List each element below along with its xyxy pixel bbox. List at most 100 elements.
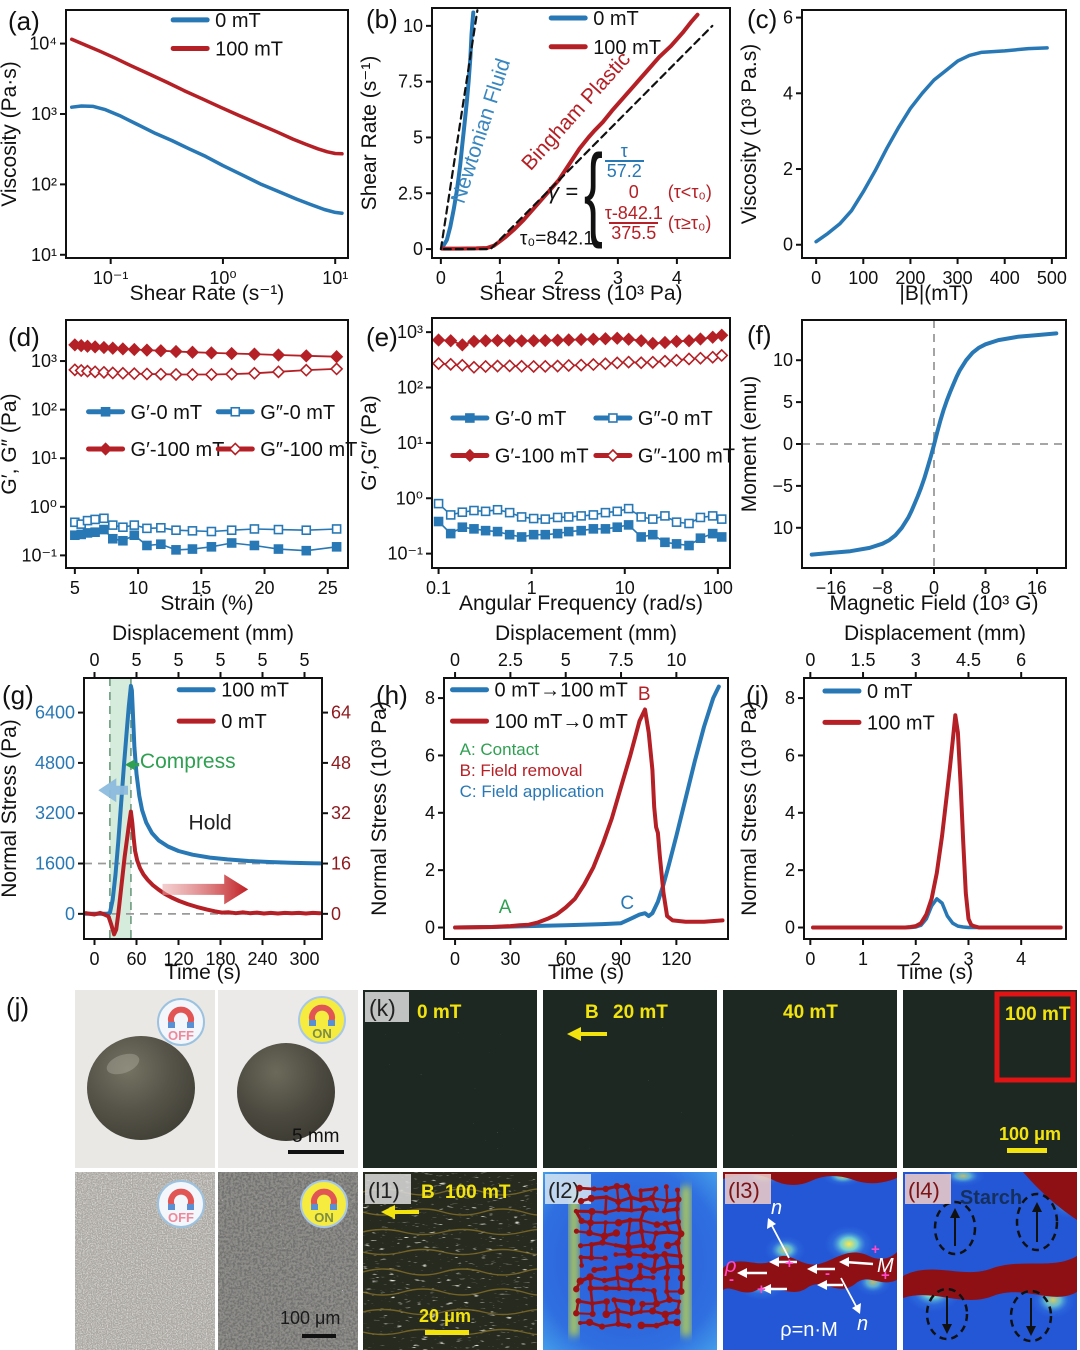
x-axis-title: Time (s) (897, 961, 973, 984)
svg-text:4.5: 4.5 (956, 650, 981, 670)
svg-text:+: + (785, 1255, 794, 1272)
legend-label: 0 mT (221, 711, 267, 733)
plot-border (431, 7, 731, 259)
svg-text:3: 3 (963, 949, 973, 969)
on-label: ON (314, 1210, 334, 1225)
svg-text:2: 2 (554, 268, 564, 288)
annotation-text: τ₀=842.1 (520, 228, 594, 249)
off-label: OFF (168, 1028, 194, 1043)
svg-text:10¹: 10¹ (397, 433, 423, 453)
svg-text:8: 8 (785, 688, 795, 708)
x-axis-title: Magnetic Field (10³ G) (830, 592, 1039, 615)
shear-rate-vs-shear-stress-chart: 0 1 2 3 4 0 2.5 5 7.5 10 Shear Stress (10³ Pa) Shea… (360, 7, 731, 305)
magnet-icon (309, 1004, 335, 1024)
annotation-arrow (124, 759, 140, 771)
svg-text:5: 5 (413, 127, 423, 147)
micrograph-100mT: 100 mT 100 μm (903, 990, 1077, 1168)
svg-text:32: 32 (331, 803, 351, 823)
micrograph-20mT: B 20 mT (543, 990, 717, 1168)
chart-panel-normal-stress-switch: 0 30 60 90 120 0 2 4 6 8 0 2.5 5 7.5 10 Displacement (m… (370, 620, 740, 985)
series-100 mT (69, 37, 344, 156)
svg-text:0: 0 (65, 904, 75, 924)
micrograph-0mT: (k) 0 mT (363, 990, 537, 1168)
svg-text:+: + (757, 1281, 766, 1298)
legend-label: G″-100 mT (260, 439, 357, 461)
simulation-network: (l2) (543, 1172, 717, 1350)
y-axis-title: Normal Stress (10³ Pa) (740, 701, 761, 916)
legend-label: G′-100 mT (495, 446, 589, 468)
svg-text:7.5: 7.5 (398, 72, 423, 92)
starch-dipole-arrows (942, 1202, 1042, 1336)
edge-glow-right (681, 1186, 691, 1336)
chart-panel-magnetization: −16 −8 0 8 16 10 5 0 −5 10 Magnetic Field (10³ G) M… (740, 310, 1080, 620)
data-series-group (814, 46, 1049, 244)
svg-text:60: 60 (126, 949, 146, 969)
svg-text:0: 0 (89, 949, 99, 969)
panel-label-c: (c) (747, 4, 778, 34)
top-axis-title: Displacement (mm) (844, 622, 1026, 645)
field-hotspot (941, 1172, 985, 1186)
chart-panel-moduli-strain: 5 10 15 20 25 10⁻¹ 10⁰ 10¹ 10² 10³ Strain (%) G′, G… (0, 310, 360, 620)
svg-text:6: 6 (783, 8, 793, 28)
svg-text:0: 0 (805, 949, 815, 969)
svg-text:0: 0 (805, 650, 815, 670)
svg-text:25: 25 (318, 578, 338, 598)
svg-text:4: 4 (672, 268, 682, 288)
svg-text:1: 1 (527, 578, 537, 598)
eq-case1-num: τ (620, 141, 628, 161)
legend-label: G″-100 mT (638, 446, 735, 468)
svg-text:0: 0 (450, 650, 460, 670)
svg-text:0: 0 (436, 268, 446, 288)
x-axis-title: Strain (%) (160, 592, 253, 615)
annotation-text: B: Field removal (460, 761, 583, 780)
svg-text:4: 4 (783, 83, 793, 103)
svg-text:0.1: 0.1 (426, 578, 451, 598)
panel-label-box (725, 1174, 771, 1204)
micrograph-40mT: 40 mT (723, 990, 897, 1168)
y-axis-title: Moment (emu) (740, 376, 761, 513)
series-viscosity (814, 46, 1049, 244)
eq-case3-den: 375.5 (609, 222, 659, 244)
svg-text:10: 10 (773, 518, 793, 538)
equation-brace: { (583, 134, 603, 251)
eq-case2-cond: (τ<τ₀) (667, 181, 712, 202)
field-label: 100 mT (1005, 1004, 1071, 1025)
svg-text:10²: 10² (397, 378, 423, 398)
field-direction-label: B (585, 1002, 599, 1023)
scale-bar (1007, 1148, 1047, 1153)
y-axis-title: G′,G″ (Pa) (360, 395, 381, 490)
annotation-text: B (638, 684, 651, 705)
svg-text:100: 100 (848, 268, 878, 288)
scale-bar (302, 1334, 336, 1338)
svg-text:6: 6 (1016, 650, 1026, 670)
x-axis-title: Time (s) (165, 961, 241, 984)
svg-text:30: 30 (500, 949, 520, 969)
moment-vs-field-chart: −16 −8 0 8 16 10 5 0 −5 10 Magnetic Field (10³ G) M… (740, 319, 1067, 615)
series-100 mT→0 mT (453, 707, 725, 930)
legend-label: 100 mT (215, 38, 283, 60)
x-axis-title: |B|(mT) (899, 282, 968, 305)
moduli-vs-strain-chart: 5 10 15 20 25 10⁻¹ 10⁰ 10¹ 10² 10³ Strain (%) G′, G… (0, 319, 357, 615)
svg-text:5: 5 (299, 650, 309, 670)
svg-text:0: 0 (785, 918, 795, 938)
y-axis-title: G′, G″ (Pa) (0, 393, 21, 494)
svg-text:15: 15 (191, 578, 211, 598)
panel-label-g: (g) (2, 680, 34, 710)
micrograph-chains-100mT: (l1) B 100 mT 20 μm (363, 1172, 537, 1350)
legend-label: G′-0 mT (495, 408, 567, 430)
plot-border (83, 677, 323, 940)
field-label: 40 mT (783, 1002, 838, 1023)
y-axis-title: Normal Stress (10³ Pa) (370, 701, 391, 916)
svg-text:5: 5 (215, 650, 225, 670)
y-axis-title: Shear Rate (s⁻¹) (360, 56, 381, 211)
off-label: OFF (168, 1210, 194, 1225)
panel-label-b: (b) (366, 4, 398, 34)
svg-text:3: 3 (613, 268, 623, 288)
charge-density-equation: ρ=n·M (780, 1319, 838, 1341)
svg-text:10³: 10³ (397, 322, 423, 342)
svg-text:10¹: 10¹ (322, 268, 348, 288)
svg-text:10²: 10² (31, 174, 57, 194)
scale-bar-label: 100 μm (280, 1308, 340, 1328)
micrograph-off: OFF (75, 1172, 215, 1350)
